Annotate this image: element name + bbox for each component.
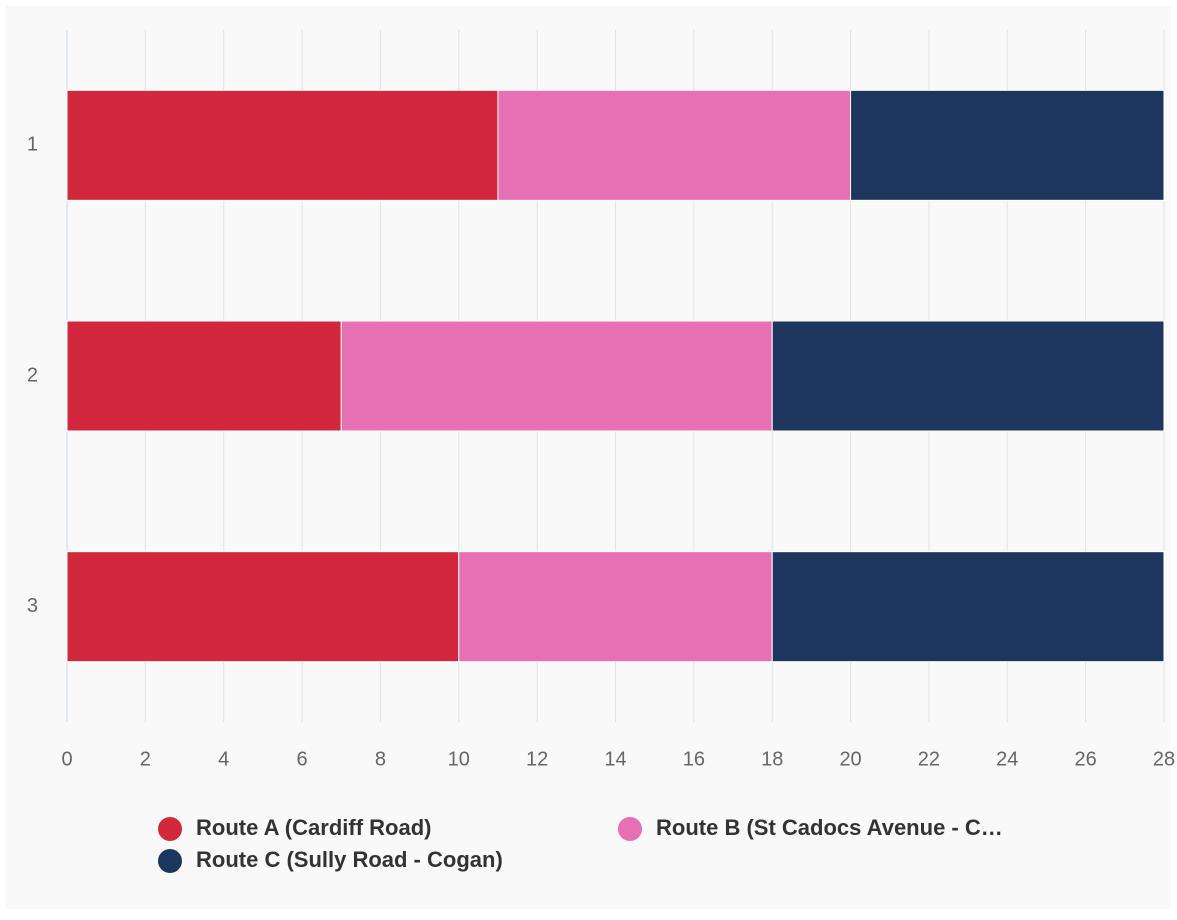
bar-segment	[771, 551, 1165, 663]
bar-segment	[66, 551, 460, 663]
legend-marker	[618, 817, 642, 841]
x-tick-label: 28	[1153, 748, 1175, 770]
legend-marker	[158, 817, 182, 841]
legend-label: Route C (Sully Road - Cogan)	[196, 847, 503, 872]
legend-label: Route A (Cardiff Road)	[196, 815, 431, 840]
y-tick-label: 1	[27, 134, 38, 156]
legend-marker	[158, 849, 182, 873]
x-tick-label: 24	[996, 748, 1018, 770]
bar-segment	[66, 320, 342, 432]
x-tick-label: 12	[526, 748, 548, 770]
x-tick-label: 20	[839, 748, 861, 770]
bar-segment	[66, 89, 499, 201]
x-tick-label: 22	[918, 748, 940, 770]
bar-segment	[458, 551, 773, 663]
bar-segment	[497, 89, 852, 201]
x-tick-label: 4	[218, 748, 229, 770]
bar-segment	[771, 320, 1165, 432]
x-tick-label: 16	[683, 748, 705, 770]
bar-segment	[340, 320, 773, 432]
x-tick-label: 14	[604, 748, 626, 770]
x-tick-label: 0	[61, 748, 72, 770]
x-tick-label: 26	[1075, 748, 1097, 770]
x-tick-label: 10	[448, 748, 470, 770]
bar-segment	[850, 89, 1165, 201]
y-tick-label: 3	[27, 595, 38, 617]
x-tick-label: 8	[375, 748, 386, 770]
x-tick-label: 2	[140, 748, 151, 770]
x-tick-label: 18	[761, 748, 783, 770]
legend-label: Route B (St Cadocs Avenue - C…	[656, 815, 1003, 840]
x-tick-label: 6	[297, 748, 308, 770]
y-tick-label: 2	[27, 364, 38, 386]
